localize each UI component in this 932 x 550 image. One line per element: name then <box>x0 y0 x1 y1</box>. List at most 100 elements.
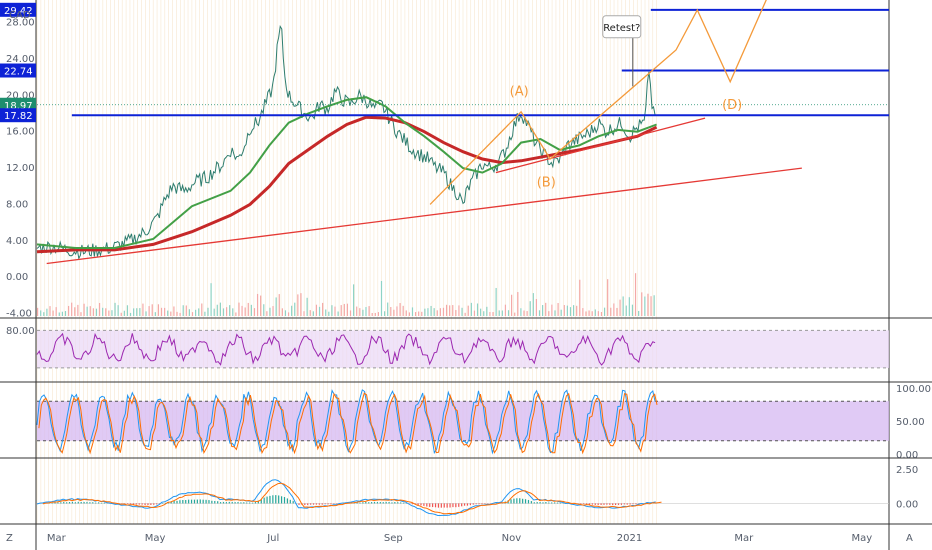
macd-histogram-bar <box>80 501 82 504</box>
volume-bar <box>353 284 355 316</box>
volume-bar <box>281 308 283 316</box>
macd-signal-line[interactable] <box>42 482 662 515</box>
trend-line[interactable] <box>495 117 706 174</box>
volume-bar <box>387 302 389 316</box>
trend-line[interactable] <box>46 167 802 265</box>
macd-histogram-bar <box>219 502 222 504</box>
volume-bar <box>170 311 172 316</box>
volume-bar <box>396 306 398 316</box>
volume-bar <box>260 295 262 316</box>
macd-histogram-bar <box>63 501 65 504</box>
currency-label: CAD <box>9 10 31 21</box>
stoch-tick-label: 0.00 <box>896 450 918 461</box>
volume-bar <box>619 299 621 316</box>
macd-histogram-bar <box>385 501 387 504</box>
volume-bar <box>303 311 305 316</box>
volume-bar <box>647 293 649 316</box>
volume-bar <box>235 312 237 316</box>
volume-bar <box>105 308 107 316</box>
volume-bar <box>275 297 277 316</box>
macd-histogram-bar <box>225 502 227 504</box>
macd-histogram-bar <box>292 501 294 504</box>
grid <box>36 0 657 524</box>
volume-bar <box>191 312 194 316</box>
volume-bar <box>591 311 593 316</box>
macd-histogram-bar <box>144 503 146 506</box>
volume-bar <box>424 308 426 316</box>
volume-bar <box>390 307 392 316</box>
volume-bar <box>210 283 212 316</box>
macd-histogram-bar <box>156 503 158 505</box>
volume-bar <box>572 305 575 316</box>
volume-bar <box>628 297 630 316</box>
axes: -4.00 0.00 4.00 8.00 12.00 16.00 20.00 24.00 28.… <box>6 18 931 544</box>
volume-bar <box>272 306 274 316</box>
zoom-reset-button[interactable]: Z <box>6 533 13 544</box>
volume-bar <box>164 307 166 316</box>
macd-histogram-bar <box>164 502 166 504</box>
auto-scale-button[interactable]: A <box>906 533 913 544</box>
volume-bar <box>613 303 615 316</box>
rsi-line[interactable] <box>36 332 656 366</box>
volume-bar <box>312 311 314 316</box>
volume-bar <box>383 311 386 316</box>
volume-bar <box>495 287 497 316</box>
macd-histogram-bar <box>330 503 332 505</box>
stoch-d-line[interactable] <box>38 392 658 455</box>
macd-histogram-bar <box>260 499 262 504</box>
macd-histogram-bar <box>83 501 85 504</box>
macd-histogram-bar <box>402 502 405 504</box>
volume-bar <box>414 312 417 316</box>
ema-slow-line[interactable] <box>36 115 658 254</box>
macd-histogram-bar <box>289 499 291 504</box>
annotation-box[interactable] <box>602 15 642 39</box>
time-tick-label: Mar <box>47 533 67 544</box>
volume-bar <box>545 302 547 316</box>
macd-histogram-bar <box>615 503 617 506</box>
macd-histogram-bar <box>217 501 219 504</box>
price-tick-label: 0.00 <box>6 272 28 283</box>
macd-histogram-bar <box>272 495 274 504</box>
macd-histogram-bar <box>103 502 106 504</box>
volume-bar <box>374 312 376 316</box>
macd-histogram-bar <box>603 503 605 505</box>
wave-projection-line[interactable] <box>429 0 792 205</box>
macd-histogram-bar <box>437 503 440 508</box>
price-line[interactable] <box>36 24 656 260</box>
macd-histogram-bar <box>446 503 448 508</box>
volume-bar <box>179 312 181 316</box>
volume-bar <box>393 309 395 316</box>
volume-bar <box>442 307 445 316</box>
volume-bar <box>297 294 299 316</box>
annotation-text: Retest? <box>603 23 640 34</box>
volume-bar <box>650 296 652 316</box>
macd-histogram-bar <box>176 500 178 504</box>
volume-bar <box>238 302 240 316</box>
volume-bar <box>554 310 556 316</box>
volume-bar <box>74 307 76 316</box>
macd-histogram-bar <box>205 499 207 504</box>
volume-bar <box>538 310 541 316</box>
volume-bar <box>576 305 578 316</box>
macd-histogram-bar <box>173 501 175 504</box>
price-tick-label: 28.00 <box>6 18 35 29</box>
macd-histogram-bar <box>304 503 306 506</box>
volume-bar <box>557 303 559 316</box>
macd-histogram-bar <box>95 502 97 504</box>
volume-bar <box>566 305 568 316</box>
macd-histogram-bar <box>461 503 463 507</box>
volume-bar <box>92 308 94 316</box>
price-tick-label: 20.00 <box>6 90 35 101</box>
macd-histogram-bar <box>185 500 187 504</box>
macd-histogram-bar <box>228 501 230 504</box>
volume-bar <box>418 311 420 316</box>
macd-histogram-bar <box>269 495 271 504</box>
macd-histogram-bar <box>545 502 547 504</box>
macd-histogram-bar <box>591 503 593 505</box>
volume-bar <box>213 308 215 316</box>
macd-histogram-bar <box>318 503 320 505</box>
price-pane[interactable]: (A)(B)(C)(D)Retest? <box>36 0 889 265</box>
macd-histogram-bar <box>214 501 216 504</box>
volume-bar <box>291 305 293 316</box>
